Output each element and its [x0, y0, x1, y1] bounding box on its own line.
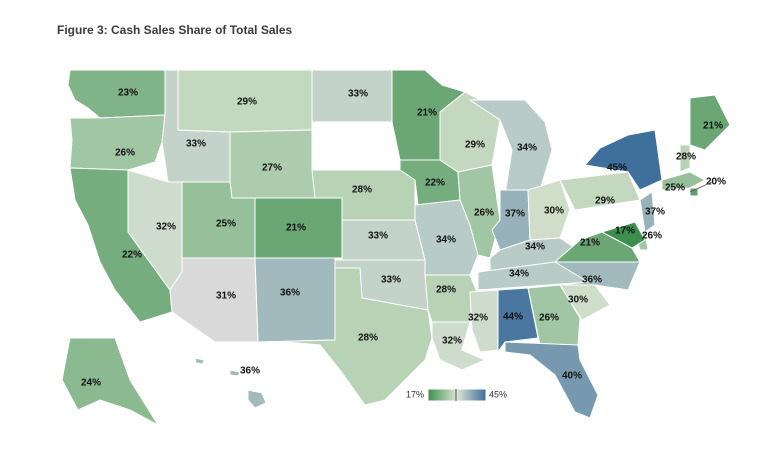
state-sd — [311, 121, 401, 171]
state-al — [497, 287, 539, 354]
color-legend: 17% 45% — [406, 388, 507, 402]
states-layer — [61, 69, 731, 427]
legend-gradient-bar — [427, 388, 487, 402]
labels-layer: 23% 26% 22% 33% 32% 29% 27% 25% 31% 21% 36% 33% 28% 3… — [81, 88, 726, 389]
state-label-az: 31% — [216, 291, 236, 302]
state-label-ky: 34% — [525, 242, 545, 253]
legend-max-label: 45% — [489, 389, 507, 399]
state-ak — [61, 337, 160, 427]
state-nh — [679, 144, 691, 173]
state-label-ks: 33% — [368, 231, 388, 242]
state-label-ar: 28% — [436, 285, 456, 296]
state-label-ms: 32% — [468, 313, 488, 324]
state-ga — [527, 284, 581, 346]
state-label-nd: 33% — [348, 89, 368, 100]
state-label-mt: 29% — [237, 97, 257, 108]
state-md — [600, 221, 646, 249]
state-ri — [689, 187, 699, 197]
state-label-va: 21% — [580, 238, 600, 249]
state-label-il: 26% — [474, 208, 494, 219]
state-label-in: 37% — [505, 209, 525, 220]
state-label-la: 32% — [442, 336, 462, 347]
state-ma — [661, 171, 707, 191]
state-label-nm: 36% — [280, 288, 300, 299]
state-label-oh: 30% — [544, 206, 564, 217]
state-label-nv: 32% — [156, 222, 176, 233]
state-label-tn: 34% — [509, 269, 529, 280]
state-wi — [439, 91, 501, 173]
state-ny — [584, 129, 663, 191]
state-label-ca: 22% — [122, 250, 142, 261]
state-label-wi: 29% — [465, 140, 485, 151]
state-label-ga: 26% — [539, 313, 559, 324]
state-il — [457, 164, 501, 259]
state-ms — [469, 289, 499, 353]
state-nj — [639, 191, 656, 233]
state-label-de: 26% — [642, 231, 662, 242]
state-hi — [194, 357, 267, 409]
state-wv — [559, 209, 589, 241]
state-label-or: 26% — [115, 148, 135, 159]
state-label-al: 44% — [503, 312, 523, 323]
state-la — [431, 321, 487, 371]
state-me — [689, 94, 731, 151]
state-tx — [257, 267, 433, 406]
state-label-co: 21% — [286, 223, 306, 234]
state-label-mo: 34% — [436, 235, 456, 246]
state-wa — [67, 69, 166, 119]
legend-min-label: 17% — [406, 389, 424, 399]
state-label-ut: 25% — [216, 219, 236, 230]
state-label-ri: 20% — [706, 177, 726, 188]
state-label-me: 21% — [703, 121, 723, 132]
state-label-ia: 22% — [425, 178, 445, 189]
state-label-pa: 29% — [595, 196, 615, 207]
state-label-wy: 27% — [262, 163, 282, 174]
state-az — [169, 257, 259, 343]
state-label-sc: 30% — [568, 295, 588, 306]
state-label-mi: 34% — [517, 143, 537, 154]
state-label-tx: 28% — [358, 333, 378, 344]
state-label-nc: 36% — [582, 275, 602, 286]
state-label-md: 17% — [615, 226, 635, 237]
state-label-ok: 33% — [381, 275, 401, 286]
state-label-fl: 40% — [562, 371, 582, 382]
state-label-id: 33% — [186, 139, 206, 150]
figure-title: Figure 3: Cash Sales Share of Total Sale… — [57, 23, 293, 37]
state-label-ma: 25% — [665, 183, 685, 194]
state-label-wa: 23% — [118, 88, 138, 99]
state-label-hi: 36% — [240, 366, 260, 377]
state-label-ak: 24% — [81, 378, 101, 389]
state-label-mn: 21% — [417, 108, 437, 119]
state-or — [69, 114, 166, 171]
state-label-nj: 37% — [645, 207, 665, 218]
state-label-ne: 28% — [352, 185, 372, 196]
rhode-island-leader-line — [689, 181, 713, 193]
state-nm — [254, 257, 336, 343]
state-label-nh: 28% — [676, 152, 696, 163]
state-label-ny: 45% — [607, 163, 627, 174]
state-fl — [504, 341, 599, 419]
